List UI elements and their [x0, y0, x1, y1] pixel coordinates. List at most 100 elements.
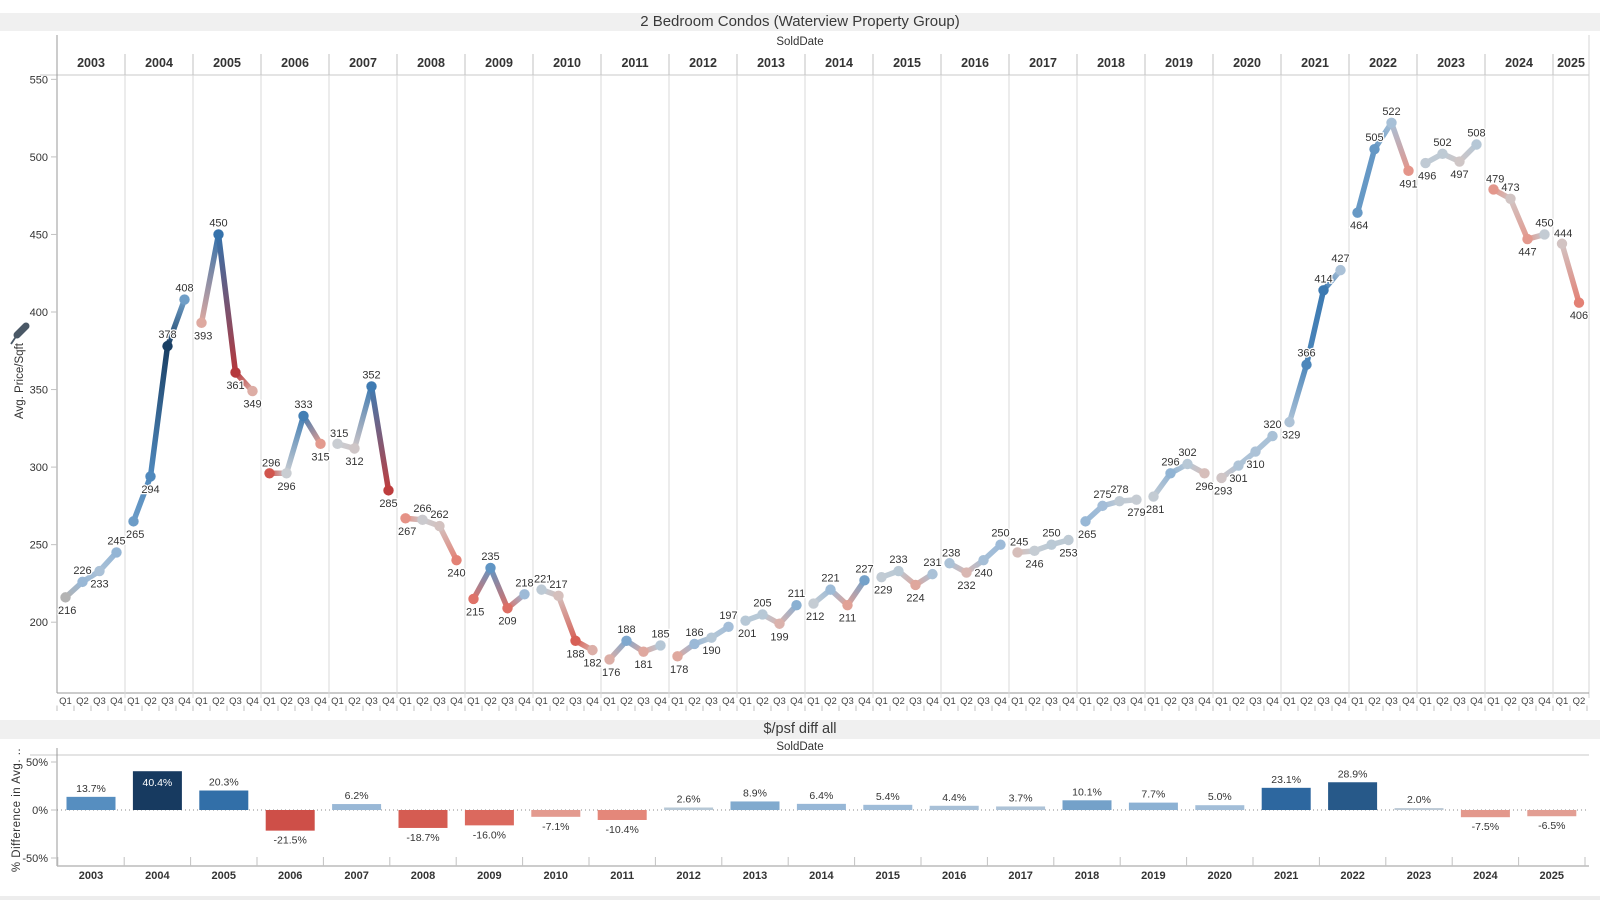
line-segment[interactable]: [487, 565, 511, 611]
bar-2010[interactable]: [531, 810, 581, 817]
data-point[interactable]: [468, 593, 479, 605]
data-point[interactable]: [1165, 468, 1176, 479]
data-point[interactable]: [655, 640, 666, 651]
data-point[interactable]: [1488, 184, 1499, 195]
line-segment[interactable]: [1303, 287, 1327, 368]
data-point[interactable]: [1097, 500, 1108, 512]
data-point[interactable]: [213, 229, 224, 240]
data-point[interactable]: [944, 558, 955, 569]
data-point[interactable]: [1471, 139, 1482, 150]
data-point[interactable]: [706, 632, 717, 643]
line-segment[interactable]: [1286, 361, 1310, 425]
line-segment[interactable]: [164, 296, 188, 349]
data-point[interactable]: [570, 635, 581, 647]
data-point[interactable]: [1233, 460, 1244, 471]
line-segment[interactable]: [555, 593, 579, 644]
bar-2018[interactable]: [1062, 800, 1112, 810]
bar-2022[interactable]: [1328, 782, 1378, 810]
data-point[interactable]: [128, 516, 139, 527]
scroll-strip[interactable]: [0, 896, 1600, 900]
data-point[interactable]: [740, 615, 751, 626]
bar-2024[interactable]: [1460, 810, 1510, 818]
data-point[interactable]: [774, 618, 785, 629]
data-point[interactable]: [111, 547, 122, 558]
bar-2009[interactable]: [464, 810, 514, 826]
data-point[interactable]: [961, 567, 972, 578]
pin-axis-icon[interactable]: [8, 322, 32, 350]
data-point[interactable]: [1250, 446, 1261, 457]
bar-2014[interactable]: [796, 803, 846, 810]
data-point[interactable]: [1403, 165, 1414, 177]
data-point[interactable]: [689, 638, 700, 650]
bar-2005[interactable]: [199, 790, 249, 810]
data-point[interactable]: [553, 590, 564, 602]
data-point[interactable]: [757, 609, 768, 620]
data-point[interactable]: [77, 576, 88, 588]
data-point[interactable]: [910, 579, 921, 591]
data-point[interactable]: [434, 520, 445, 532]
bar-2007[interactable]: [332, 804, 382, 810]
data-point[interactable]: [264, 468, 275, 479]
bar-2023[interactable]: [1394, 808, 1444, 810]
data-point[interactable]: [876, 572, 887, 583]
data-point[interactable]: [281, 468, 292, 479]
data-point[interactable]: [723, 621, 734, 633]
data-point[interactable]: [808, 598, 819, 609]
data-point[interactable]: [230, 367, 241, 378]
bar-2012[interactable]: [664, 807, 714, 810]
data-point[interactable]: [1046, 539, 1057, 550]
line-segment[interactable]: [130, 473, 154, 525]
data-point[interactable]: [451, 554, 462, 566]
data-point[interactable]: [1335, 264, 1346, 276]
data-point[interactable]: [1267, 430, 1278, 442]
data-point[interactable]: [519, 589, 530, 600]
bar-2006[interactable]: [265, 810, 315, 831]
data-point[interactable]: [349, 443, 360, 454]
line-segment[interactable]: [300, 413, 324, 447]
data-point[interactable]: [417, 514, 428, 526]
line-segment[interactable]: [436, 523, 460, 563]
bar-2025[interactable]: [1527, 810, 1577, 817]
data-point[interactable]: [1573, 297, 1585, 308]
data-point[interactable]: [842, 599, 853, 611]
line-segment[interactable]: [1559, 241, 1582, 306]
line-segment[interactable]: [147, 343, 171, 480]
data-point[interactable]: [94, 565, 105, 577]
data-point[interactable]: [145, 471, 156, 482]
data-point[interactable]: [859, 575, 870, 586]
data-point[interactable]: [1539, 229, 1550, 240]
data-point[interactable]: [995, 539, 1006, 550]
data-point[interactable]: [893, 565, 904, 577]
bar-2017[interactable]: [996, 806, 1046, 810]
line-segment[interactable]: [198, 231, 222, 326]
data-point[interactable]: [1284, 416, 1295, 428]
line-segment[interactable]: [1388, 120, 1412, 174]
line-segment[interactable]: [283, 413, 307, 477]
bar-2015[interactable]: [863, 804, 913, 810]
data-point[interactable]: [298, 410, 309, 422]
data-point[interactable]: [196, 317, 207, 329]
data-point[interactable]: [332, 438, 343, 450]
line-segment[interactable]: [470, 565, 494, 602]
data-point[interactable]: [978, 554, 989, 566]
data-point[interactable]: [247, 385, 258, 397]
data-point[interactable]: [502, 603, 513, 614]
data-point[interactable]: [383, 485, 394, 496]
data-point[interactable]: [1199, 468, 1210, 479]
data-point[interactable]: [315, 438, 326, 450]
data-point[interactable]: [1301, 359, 1312, 370]
data-point[interactable]: [1437, 148, 1448, 159]
bar-2020[interactable]: [1195, 805, 1245, 810]
line-segment[interactable]: [351, 383, 375, 452]
bar-2016[interactable]: [929, 805, 979, 810]
data-point[interactable]: [1012, 547, 1023, 558]
data-point[interactable]: [1216, 472, 1227, 484]
bar-2008[interactable]: [398, 810, 448, 828]
data-point[interactable]: [1522, 233, 1533, 245]
data-point[interactable]: [621, 635, 632, 647]
data-point[interactable]: [1182, 458, 1193, 470]
data-point[interactable]: [1505, 193, 1516, 204]
data-point[interactable]: [400, 513, 411, 524]
line-segment[interactable]: [1371, 120, 1395, 152]
data-point[interactable]: [1556, 238, 1568, 249]
